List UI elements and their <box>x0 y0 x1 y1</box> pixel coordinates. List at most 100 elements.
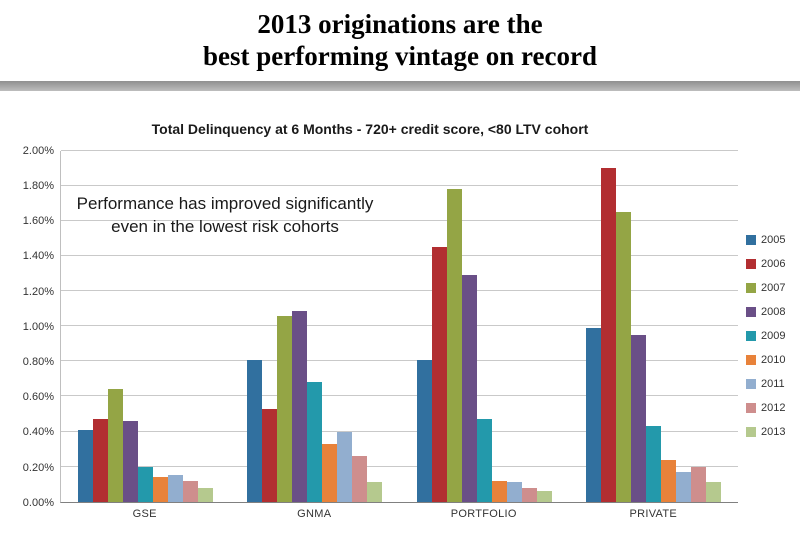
x-axis-label-portfolio: PORTFOLIO <box>450 507 517 520</box>
gridline <box>61 184 738 186</box>
y-axis: 0.00% 0.20% 0.40% 0.60% 0.80% 1.00% 1.20% 1.40%… <box>12 145 60 509</box>
legend-swatch-2012 <box>746 402 756 413</box>
bar-private-2011 <box>675 471 691 502</box>
bar-gse-2005 <box>78 429 94 502</box>
y-tick-label: 1.40% <box>22 250 54 263</box>
bar-gse-2009 <box>138 466 154 502</box>
plot-area <box>60 149 738 503</box>
bar-gnma-2008 <box>292 310 308 502</box>
bar-portfolio-2013 <box>536 491 552 502</box>
legend-item-2008: 2008 <box>746 306 800 318</box>
page-title: 2013 originations are the best performin… <box>0 0 800 73</box>
legend-swatch-2009 <box>746 330 756 341</box>
title-divider <box>0 80 800 91</box>
bar-gnma-2010 <box>322 443 338 502</box>
x-axis-label-gse: GSE <box>132 507 157 520</box>
bar-gse-2008 <box>123 421 139 502</box>
bar-private-2006 <box>600 168 616 502</box>
bar-group-portfolio <box>416 151 552 502</box>
y-tick-label: 1.60% <box>22 215 54 228</box>
y-tick-label: 0.80% <box>22 355 54 368</box>
legend-swatch-2007 <box>746 282 756 293</box>
bar-gse-2010 <box>153 477 169 502</box>
legend-item-2005: 2005 <box>746 234 800 246</box>
x-axis-label-gnma: GNMA <box>297 507 332 520</box>
annotation: Performance has improved significantly e… <box>76 193 374 236</box>
bar-gnma-2012 <box>352 456 368 502</box>
bar-private-2009 <box>645 426 661 502</box>
gridline <box>61 149 738 151</box>
x-axis-label-private: PRIVATE <box>629 507 678 520</box>
bar-private-2010 <box>660 459 676 502</box>
chart-title: Total Delinquency at 6 Months - 720+ cre… <box>151 120 589 137</box>
bar-group-private <box>585 151 721 502</box>
gridline <box>61 290 738 292</box>
legend-item-2007: 2007 <box>746 282 800 294</box>
bar-gnma-2005 <box>247 359 263 502</box>
gridline <box>61 395 738 397</box>
chart-body: 0.00% 0.20% 0.40% 0.60% 0.80% 1.00% 1.20% 1.40%… <box>0 145 800 543</box>
legend-item-2006: 2006 <box>746 258 800 270</box>
legend: 2005 2006 2007 2008 2009 2010 2011 2012 2013 <box>738 151 800 543</box>
legend-label: 2005 <box>761 233 786 246</box>
gridline <box>61 255 738 257</box>
bar-gnma-2013 <box>367 482 383 502</box>
bar-private-2012 <box>690 466 706 502</box>
bar-private-2008 <box>630 335 646 502</box>
y-tick-label: 0.20% <box>22 461 54 474</box>
title-line-2: best performing vintage on record <box>203 41 597 72</box>
legend-item-2010: 2010 <box>746 354 800 366</box>
gridline <box>61 325 738 327</box>
bar-gnma-2009 <box>307 382 323 502</box>
legend-label: 2011 <box>761 377 785 390</box>
legend-label: 2006 <box>761 257 786 270</box>
bar-portfolio-2010 <box>491 480 507 502</box>
gridline <box>61 430 738 432</box>
y-tick-label: 0.60% <box>22 391 54 404</box>
legend-swatch-2008 <box>746 306 756 317</box>
legend-item-2013: 2013 <box>746 426 800 438</box>
legend-item-2011: 2011 <box>746 378 800 390</box>
bar-portfolio-2006 <box>431 247 447 502</box>
bar-gse-2011 <box>168 475 184 502</box>
legend-swatch-2013 <box>746 426 756 437</box>
legend-swatch-2006 <box>746 258 756 269</box>
bar-gnma-2006 <box>262 408 278 502</box>
bar-private-2007 <box>615 212 631 502</box>
y-tick-label: 1.00% <box>22 320 54 333</box>
y-tick-label: 1.80% <box>22 179 54 192</box>
bar-portfolio-2005 <box>416 359 432 502</box>
bar-portfolio-2009 <box>476 419 492 502</box>
legend-swatch-2010 <box>746 354 756 365</box>
bar-gnma-2007 <box>277 315 293 502</box>
gridline <box>61 465 738 467</box>
bar-portfolio-2011 <box>506 482 522 502</box>
legend-swatch-2005 <box>746 234 756 245</box>
y-tick-label: 2.00% <box>22 144 54 157</box>
bar-portfolio-2008 <box>461 275 477 502</box>
y-tick-label: 0.40% <box>22 426 54 439</box>
bar-group-gse <box>78 151 214 502</box>
gridline <box>61 219 738 221</box>
title-line-1: 2013 originations are the <box>257 9 543 39</box>
legend-label: 2008 <box>761 305 786 318</box>
chart: Total Delinquency at 6 Months - 720+ cre… <box>0 121 800 543</box>
gridline <box>61 360 738 362</box>
bar-gse-2013 <box>198 487 214 502</box>
y-tick-label: 1.20% <box>22 285 54 298</box>
bar-portfolio-2007 <box>446 189 462 502</box>
legend-label: 2012 <box>761 401 786 414</box>
bar-portfolio-2012 <box>521 487 537 502</box>
bar-gse-2012 <box>183 480 199 502</box>
legend-swatch-2011 <box>746 378 756 389</box>
x-axis: GSE GNMA PORTFOLIO PRIVATE <box>60 508 738 520</box>
legend-label: 2010 <box>761 353 786 366</box>
bar-private-2013 <box>705 482 721 502</box>
legend-item-2009: 2009 <box>746 330 800 342</box>
legend-label: 2013 <box>761 425 786 438</box>
bar-private-2005 <box>585 328 601 502</box>
bar-gnma-2011 <box>337 431 353 502</box>
y-tick-label: 0.00% <box>22 496 54 509</box>
plot-wrap: GSE GNMA PORTFOLIO PRIVATE Performance has … <box>60 149 738 543</box>
